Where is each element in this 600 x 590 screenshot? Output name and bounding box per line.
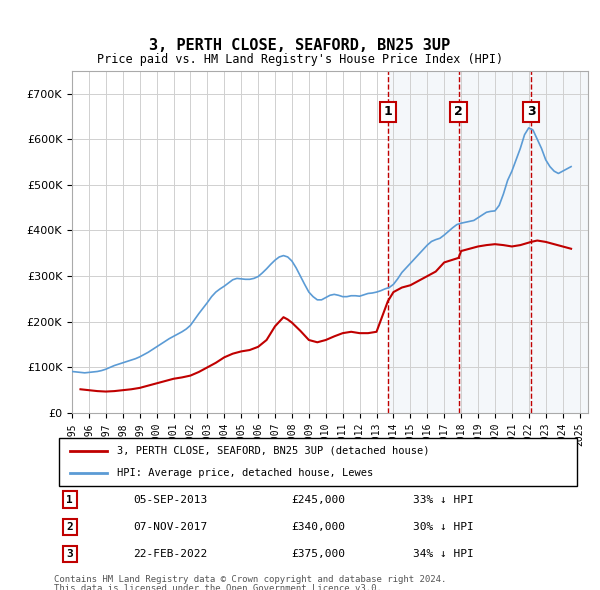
- Bar: [531, 71, 588, 413]
- Text: 3, PERTH CLOSE, SEAFORD, BN25 3UP: 3, PERTH CLOSE, SEAFORD, BN25 3UP: [149, 38, 451, 53]
- Text: This data is licensed under the Open Government Licence v3.0.: This data is licensed under the Open Gov…: [54, 584, 382, 590]
- Text: 2: 2: [67, 522, 73, 532]
- Text: 22-FEB-2022: 22-FEB-2022: [133, 549, 208, 559]
- Text: 2: 2: [454, 106, 463, 119]
- Text: £245,000: £245,000: [292, 494, 346, 504]
- Text: 3: 3: [67, 549, 73, 559]
- Text: Price paid vs. HM Land Registry's House Price Index (HPI): Price paid vs. HM Land Registry's House …: [97, 53, 503, 66]
- Text: 3, PERTH CLOSE, SEAFORD, BN25 3UP (detached house): 3, PERTH CLOSE, SEAFORD, BN25 3UP (detac…: [118, 445, 430, 455]
- Text: £375,000: £375,000: [292, 549, 346, 559]
- Text: 30% ↓ HPI: 30% ↓ HPI: [413, 522, 474, 532]
- Bar: [388, 71, 458, 413]
- Text: 3: 3: [527, 106, 535, 119]
- Text: HPI: Average price, detached house, Lewes: HPI: Average price, detached house, Lewe…: [118, 468, 374, 478]
- Text: 1: 1: [67, 494, 73, 504]
- Text: 33% ↓ HPI: 33% ↓ HPI: [413, 494, 474, 504]
- Text: 1: 1: [383, 106, 392, 119]
- Text: £340,000: £340,000: [292, 522, 346, 532]
- FancyBboxPatch shape: [59, 438, 577, 486]
- Text: 07-NOV-2017: 07-NOV-2017: [133, 522, 208, 532]
- Text: Contains HM Land Registry data © Crown copyright and database right 2024.: Contains HM Land Registry data © Crown c…: [54, 575, 446, 584]
- Bar: [458, 71, 531, 413]
- Text: 34% ↓ HPI: 34% ↓ HPI: [413, 549, 474, 559]
- Text: 05-SEP-2013: 05-SEP-2013: [133, 494, 208, 504]
